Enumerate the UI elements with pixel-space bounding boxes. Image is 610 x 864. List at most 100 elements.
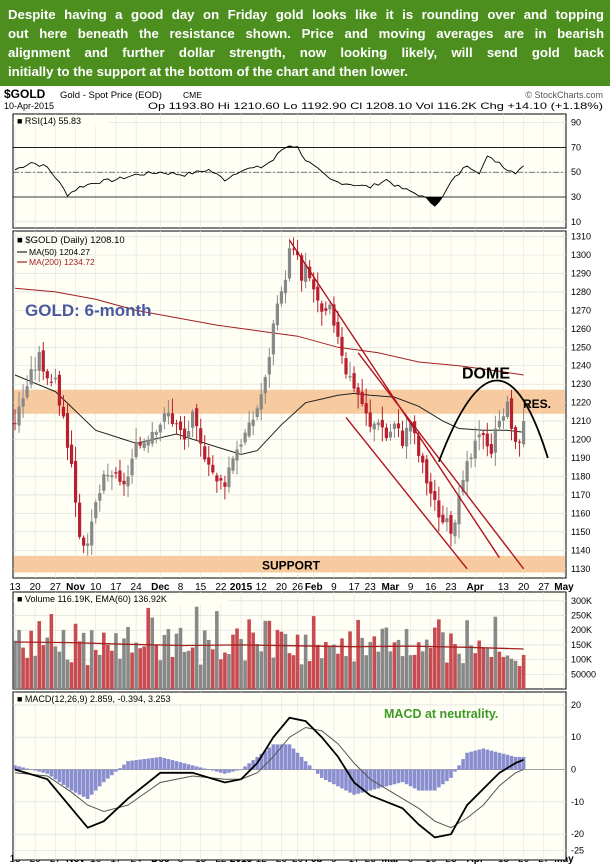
x-tick-label-price: 9	[408, 582, 414, 593]
volume-bar	[49, 614, 54, 689]
macd-histogram-bar	[291, 748, 296, 770]
volume-bar	[182, 651, 187, 689]
volume-bar	[271, 657, 276, 689]
macd-histogram-bar	[69, 769, 74, 791]
price-bar-body	[227, 467, 231, 488]
macd-histogram-bar	[21, 767, 25, 770]
volume-bar	[336, 653, 340, 689]
price-bar-body	[215, 475, 219, 482]
x-tick-label-price: Mar	[382, 582, 400, 593]
x-tick-label-price: 26	[292, 582, 304, 593]
volume-bar	[372, 636, 377, 689]
price-ytick-label: 1200	[571, 435, 591, 445]
volume-bar	[396, 639, 401, 689]
dome-arc	[438, 379, 549, 463]
volume-bar	[295, 634, 300, 689]
macd-legend: ■ MACD(12,26,9) 2.859, -0.394, 3.253	[17, 694, 171, 704]
rsi-ytick-label: 30	[571, 192, 581, 202]
macd-histogram-bar	[319, 769, 324, 778]
price-bar-body	[312, 279, 316, 290]
macd-histogram-bar	[457, 765, 461, 770]
price-bar-body	[118, 470, 122, 482]
channel-lower-line	[345, 416, 468, 570]
commentary-banner: Despite having a good day on Friday gold…	[0, 0, 610, 86]
macd-histogram-bar	[299, 756, 304, 770]
macd-histogram-bar	[356, 769, 360, 794]
x-tick-label-price: 10	[90, 582, 102, 593]
price-ytick-label: 1140	[571, 545, 590, 555]
price-bar-body	[473, 440, 477, 459]
volume-legend-bg	[14, 593, 229, 604]
volume-bar	[37, 621, 42, 689]
macd-line	[14, 716, 524, 839]
price-bar-body	[102, 474, 106, 491]
x-tick-label-price: 20	[276, 582, 288, 593]
price-bar-body	[417, 435, 421, 456]
macd-histogram-bar	[97, 769, 102, 787]
volume-ytick-label: 100K	[571, 655, 592, 665]
price-ytick-label: 1170	[571, 490, 590, 500]
macd-histogram-bar	[202, 768, 207, 770]
price-bar-body	[154, 432, 158, 435]
volume-bar	[275, 629, 280, 689]
price-bar-body	[328, 304, 332, 310]
macd-histogram-bar	[146, 758, 151, 770]
price-bar-body	[106, 474, 110, 477]
price-bar-body	[308, 266, 312, 279]
price-bar-body	[364, 403, 368, 414]
dome-label: DOME	[462, 366, 510, 383]
macd-histogram-bar	[445, 769, 449, 782]
price-bar-body	[372, 423, 376, 430]
x-tick-label-price: 23	[365, 582, 377, 593]
macd-histogram-bar	[223, 769, 227, 774]
macd-histogram-bar	[29, 769, 33, 771]
volume-bar	[428, 647, 433, 689]
macd-histogram-bar	[311, 769, 316, 771]
volume-bar	[41, 645, 46, 689]
volume-bar	[202, 630, 207, 689]
price-bar-body	[166, 412, 171, 417]
macd-histogram-bar	[93, 769, 98, 791]
macd-histogram-bar	[65, 769, 70, 788]
volume-bar	[380, 628, 385, 689]
macd-histogram-bar	[45, 769, 50, 774]
x-tick-label-price: 12	[256, 582, 268, 593]
volume-bar	[17, 629, 21, 689]
price-bar-body	[445, 517, 449, 523]
macd-histogram-bar	[517, 756, 522, 770]
macd-histogram-bar	[114, 769, 118, 772]
volume-bar	[85, 665, 90, 689]
x-tick-label-price: 17	[110, 582, 122, 593]
price-bar-body	[259, 394, 263, 410]
rsi-ytick-label: 10	[571, 217, 581, 227]
x-tick-label-price: 13	[9, 582, 21, 593]
price-bar-body	[493, 428, 497, 453]
macd-histogram-bar	[33, 769, 38, 771]
macd-histogram-bar	[53, 769, 58, 780]
volume-bar	[481, 648, 486, 689]
price-bar-body	[513, 427, 518, 442]
macd-ytick-label: -25	[571, 845, 584, 855]
macd-histogram-bar	[41, 769, 46, 773]
price-bar-body	[340, 336, 344, 356]
macd-histogram-bar	[489, 750, 494, 770]
volume-ema-line	[14, 641, 524, 650]
price-bar-body	[360, 391, 364, 404]
volume-bar	[227, 654, 231, 689]
price-ytick-label: 1230	[571, 379, 591, 389]
price-bar-body	[186, 431, 191, 438]
macd-histogram-bar	[110, 769, 114, 776]
price-bar-body	[380, 419, 384, 428]
rsi-ytick-label: 70	[571, 142, 581, 152]
macd-histogram-bar	[453, 769, 457, 772]
volume-bar	[303, 634, 308, 689]
volume-bar	[73, 623, 78, 689]
price-bar-body	[98, 493, 102, 501]
macd-histogram-bar	[283, 744, 288, 770]
price-bar-body	[384, 427, 388, 439]
volume-bar	[223, 652, 227, 689]
price-bar-body	[158, 424, 162, 433]
volume-bar	[211, 649, 215, 689]
macd-histogram-bar	[158, 756, 163, 770]
macd-ytick-label: -20	[571, 829, 584, 839]
